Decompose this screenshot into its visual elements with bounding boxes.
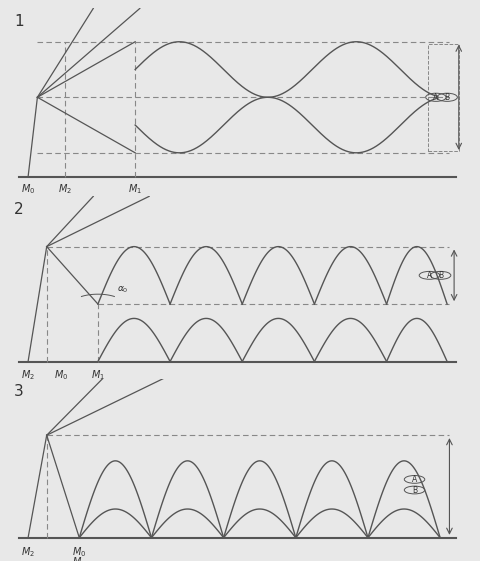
Text: $M_2$: $M_2$ — [21, 369, 35, 383]
Text: B: B — [444, 93, 450, 102]
Text: $M_1$: $M_1$ — [91, 369, 105, 383]
Text: $M_0$: $M_0$ — [54, 369, 68, 383]
Text: $M_1$: $M_1$ — [128, 182, 142, 196]
Text: 2: 2 — [14, 202, 24, 217]
Text: 3: 3 — [14, 384, 24, 399]
Text: $M_2$: $M_2$ — [21, 545, 35, 559]
Text: $M_0$: $M_0$ — [21, 182, 35, 196]
Text: $\alpha_0$: $\alpha_0$ — [117, 284, 128, 295]
Text: 1: 1 — [14, 14, 24, 29]
Text: A: A — [427, 271, 432, 280]
Text: $M_1$: $M_1$ — [72, 555, 86, 561]
Text: $M_0$: $M_0$ — [72, 545, 86, 559]
Text: A: A — [412, 475, 417, 484]
Text: A: A — [433, 93, 439, 102]
Text: B: B — [438, 271, 443, 280]
Text: B: B — [412, 485, 417, 494]
Text: $M_2$: $M_2$ — [59, 182, 72, 196]
